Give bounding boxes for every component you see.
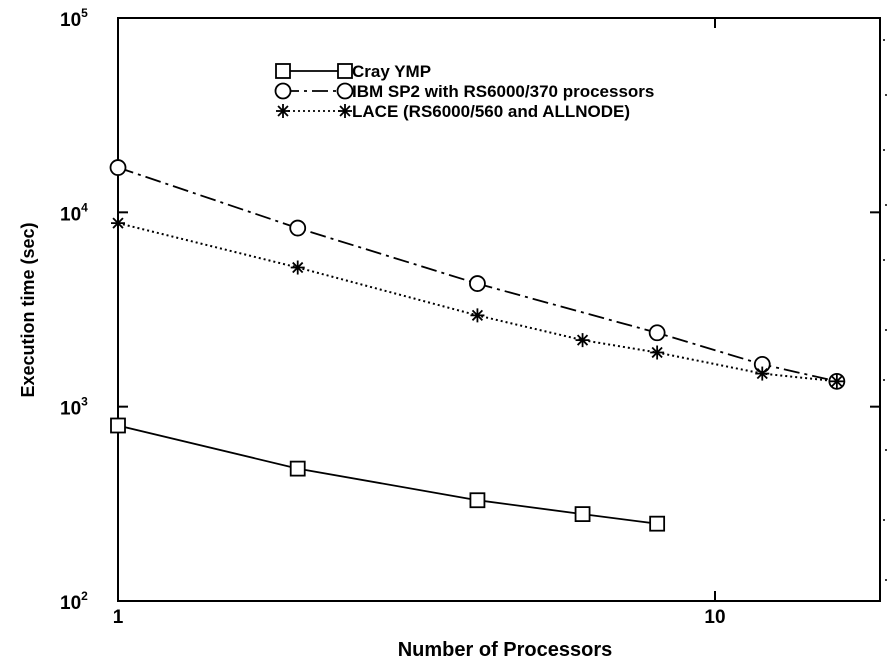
data-point-asterisk — [575, 333, 590, 348]
series-line-2 — [117, 222, 838, 383]
data-point-circle — [469, 275, 486, 292]
series-line-1 — [117, 166, 838, 383]
legend-marker — [338, 104, 352, 118]
data-point-square — [574, 506, 591, 523]
data-point-square — [110, 417, 126, 434]
data-point-asterisk — [111, 216, 125, 231]
data-point-asterisk — [470, 308, 485, 323]
y-tick-label: 104 — [60, 200, 88, 225]
data-point-asterisk — [755, 366, 770, 381]
y-tick-label: 102 — [60, 589, 88, 614]
plot-frame — [117, 17, 881, 602]
legend-marker — [275, 63, 291, 79]
axis-ticks: 1 10 102 103 104 105 — [60, 6, 880, 628]
x-axis-title: Number of Processors — [398, 639, 613, 661]
data-point-circle — [289, 219, 307, 237]
y-tick-label: 103 — [60, 395, 88, 420]
legend-marker — [336, 82, 354, 100]
y-axis-title: Execution time (sec) — [18, 222, 38, 397]
legend-label: Cray YMP — [352, 62, 431, 81]
legend-marker — [337, 63, 353, 79]
data-point-asterisk — [290, 260, 305, 275]
data-point-circle — [648, 324, 666, 342]
x-tick-label: 10 — [704, 607, 725, 628]
data-point-square — [469, 492, 486, 509]
data-point-asterisk — [650, 345, 665, 360]
legend-label: IBM SP2 with RS6000/370 processors — [352, 82, 654, 101]
legend-marker — [276, 104, 290, 118]
x-tick-label: 1 — [113, 607, 124, 628]
data-point-asterisk — [829, 374, 844, 389]
legend-label: LACE (RS6000/560 and ALLNODE) — [352, 102, 630, 121]
y-tick-label: 105 — [60, 6, 88, 31]
series-lines — [117, 166, 838, 525]
right-edge-dots — [883, 39, 887, 581]
legend-marker — [274, 82, 292, 100]
data-point-square — [289, 460, 306, 477]
data-point-circle — [109, 159, 127, 176]
data-point-square — [649, 515, 666, 532]
series-markers — [109, 159, 846, 532]
